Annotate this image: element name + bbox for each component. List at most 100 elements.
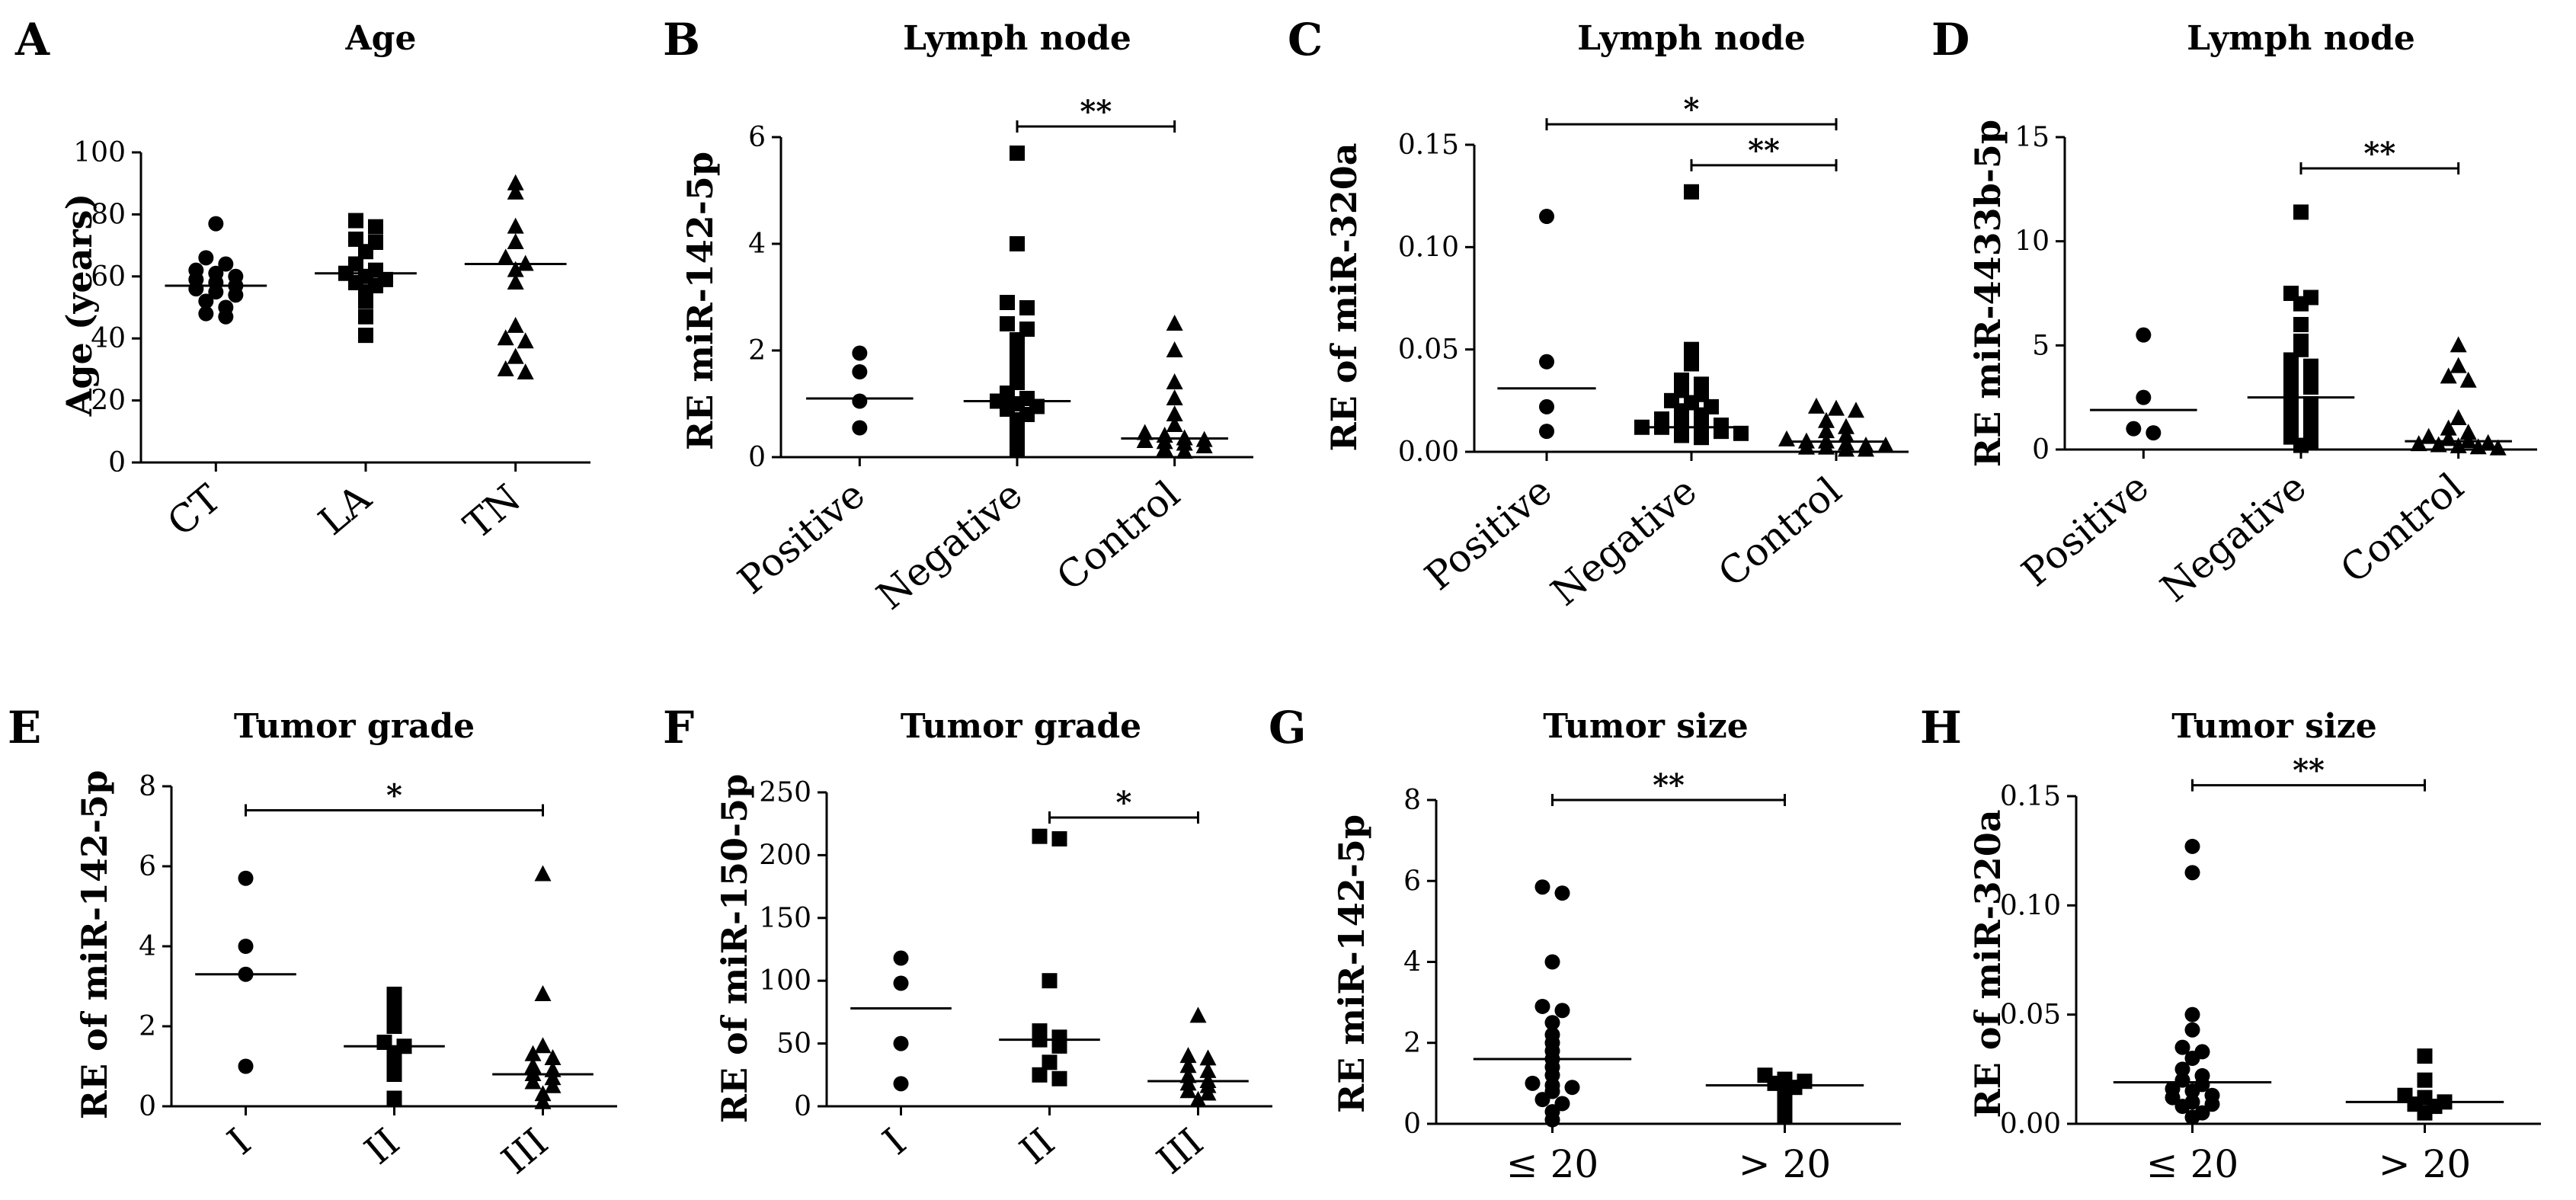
panel-d-point <box>2450 437 2467 453</box>
panel-a-point <box>517 332 534 349</box>
panel-e-category-label: III <box>494 1120 557 1183</box>
panel-c-point <box>1684 356 1699 372</box>
panel-e-point <box>386 987 402 1002</box>
panel-c-y-tick-label: 0.00 <box>1398 437 1459 468</box>
panel-f-category-label: I <box>875 1120 914 1163</box>
panel-a-y-tick-label: 40 <box>91 323 126 354</box>
panel-c-point <box>1634 419 1650 435</box>
panel-d-series-2 <box>2283 204 2318 453</box>
panel-g-y-tick-label: 2 <box>1403 1028 1421 1059</box>
panel-e-point <box>386 1019 402 1034</box>
panel-d-point <box>2293 296 2309 312</box>
panel-a-point <box>497 248 514 265</box>
panel-b-point <box>1000 316 1015 331</box>
panel-a-point <box>517 363 534 379</box>
panel-c-y-label: RE of miR-320a <box>1323 142 1365 451</box>
panel-c-point <box>1778 430 1795 446</box>
panel-c-point <box>1818 438 1835 455</box>
panel-g-point <box>1534 1092 1550 1108</box>
panel-h-point <box>2174 1099 2190 1115</box>
panel-c-point <box>1684 184 1699 200</box>
panel-b-point <box>1195 437 1213 453</box>
panel-d-point <box>2410 435 2427 452</box>
panel-a-point <box>358 309 373 325</box>
panel-c-point <box>1539 424 1554 440</box>
panel-h-y-tick-label: 0.10 <box>2000 890 2061 921</box>
panel-c-y-tick-label: 0.10 <box>1398 232 1459 263</box>
panel-h-y-label: RE of miR-320a <box>1967 809 2008 1118</box>
panel-h-point <box>2184 838 2200 854</box>
panel-h-point <box>2174 1072 2190 1088</box>
panel-c-point <box>1694 430 1709 446</box>
panel-f-point <box>1189 1006 1207 1023</box>
panel-h-point <box>2165 1090 2181 1106</box>
panel-f-point <box>893 1035 909 1051</box>
panel-a-y-tick-label: 60 <box>91 261 126 293</box>
panel-e-category-label: II <box>357 1120 408 1173</box>
panel-e-point <box>544 1049 562 1065</box>
panel-c-category-label: Negative <box>1543 469 1705 615</box>
panel-b-point <box>852 364 868 379</box>
panel-b-point <box>1166 405 1183 421</box>
panel-e-letter: E <box>8 702 41 754</box>
panel-g-significance-label: ** <box>1653 767 1685 803</box>
panel-c-point <box>1818 422 1835 439</box>
panel-h-point <box>2417 1072 2433 1088</box>
panel-g-point <box>1544 1112 1560 1128</box>
panel-f-y-tick-label: 50 <box>776 1029 811 1060</box>
panel-c-point <box>1838 440 1854 457</box>
panel-b-point <box>852 345 868 361</box>
panel-a-point <box>507 347 524 364</box>
panel-g-series-2 <box>1757 1067 1813 1124</box>
panel-c-y-tick-label: 0.15 <box>1398 130 1459 161</box>
panel-d-point <box>2450 409 2467 425</box>
panel-a-y-tick-label: 80 <box>91 199 126 230</box>
panel-d: D Lymph node RE miR-4433b-5p 0 5 10 15 Positive… <box>1931 14 2537 610</box>
panel-g-point <box>1777 1083 1793 1099</box>
panel-b-series-2 <box>990 146 1045 457</box>
panel-b-point <box>1136 432 1154 448</box>
panel-d-point <box>2459 424 2477 440</box>
panel-a-point <box>218 256 234 272</box>
panel-e-series-1 <box>238 870 254 1074</box>
panel-h-category-label: > 20 <box>2379 1142 2471 1186</box>
panel-f-point <box>1179 1082 1197 1099</box>
panel-h-point <box>2417 1048 2433 1064</box>
panel-f-category-label: III <box>1149 1120 1212 1183</box>
panel-e-point <box>534 1093 552 1109</box>
panel-a-y-tick-label: 100 <box>73 137 126 168</box>
panel-e-title: Tumor grade <box>234 707 475 746</box>
panel-f-point <box>1042 1054 1058 1070</box>
panel-d-point <box>2420 427 2437 444</box>
panel-g-point <box>1554 1003 1570 1019</box>
panel-f-y-tick-label: 250 <box>759 777 811 808</box>
panel-a-point <box>507 261 524 277</box>
panel-b-y-label: RE miR-142-5p <box>680 152 721 450</box>
panel-b-point <box>852 420 868 436</box>
panel-f-point <box>1179 1057 1197 1074</box>
panel-h-point <box>2184 1022 2200 1038</box>
panel-f-point <box>1032 828 1048 844</box>
panel-g-y-tick-label: 8 <box>1403 785 1421 816</box>
panel-b-y-tick-label: 0 <box>748 442 766 473</box>
panel-a-point <box>348 231 363 247</box>
panel-g-series-1 <box>1525 879 1580 1128</box>
panel-g-title: Tumor size <box>1543 707 1749 746</box>
panel-e-y-tick-label: 6 <box>139 851 156 882</box>
panel-d-y-label: RE miR-4433b-5p <box>1967 120 2008 467</box>
panel-e-series-3 <box>524 865 562 1109</box>
panel-h-letter: H <box>1920 702 1962 754</box>
panel-c-series-3 <box>1778 397 1894 457</box>
panel-f-point <box>893 1076 909 1092</box>
panel-h-y-tick-label: 0.00 <box>2000 1109 2061 1140</box>
panel-f-point <box>1051 830 1067 846</box>
panel-a-point <box>507 273 524 290</box>
panel-d-point <box>2126 421 2142 437</box>
panel-d-point <box>2303 404 2318 420</box>
panel-a-point <box>507 174 524 190</box>
panel-c-series-1 <box>1539 209 1554 440</box>
panel-f-series-2 <box>1032 828 1067 1086</box>
panel-b-y-tick-label: 2 <box>748 335 766 366</box>
